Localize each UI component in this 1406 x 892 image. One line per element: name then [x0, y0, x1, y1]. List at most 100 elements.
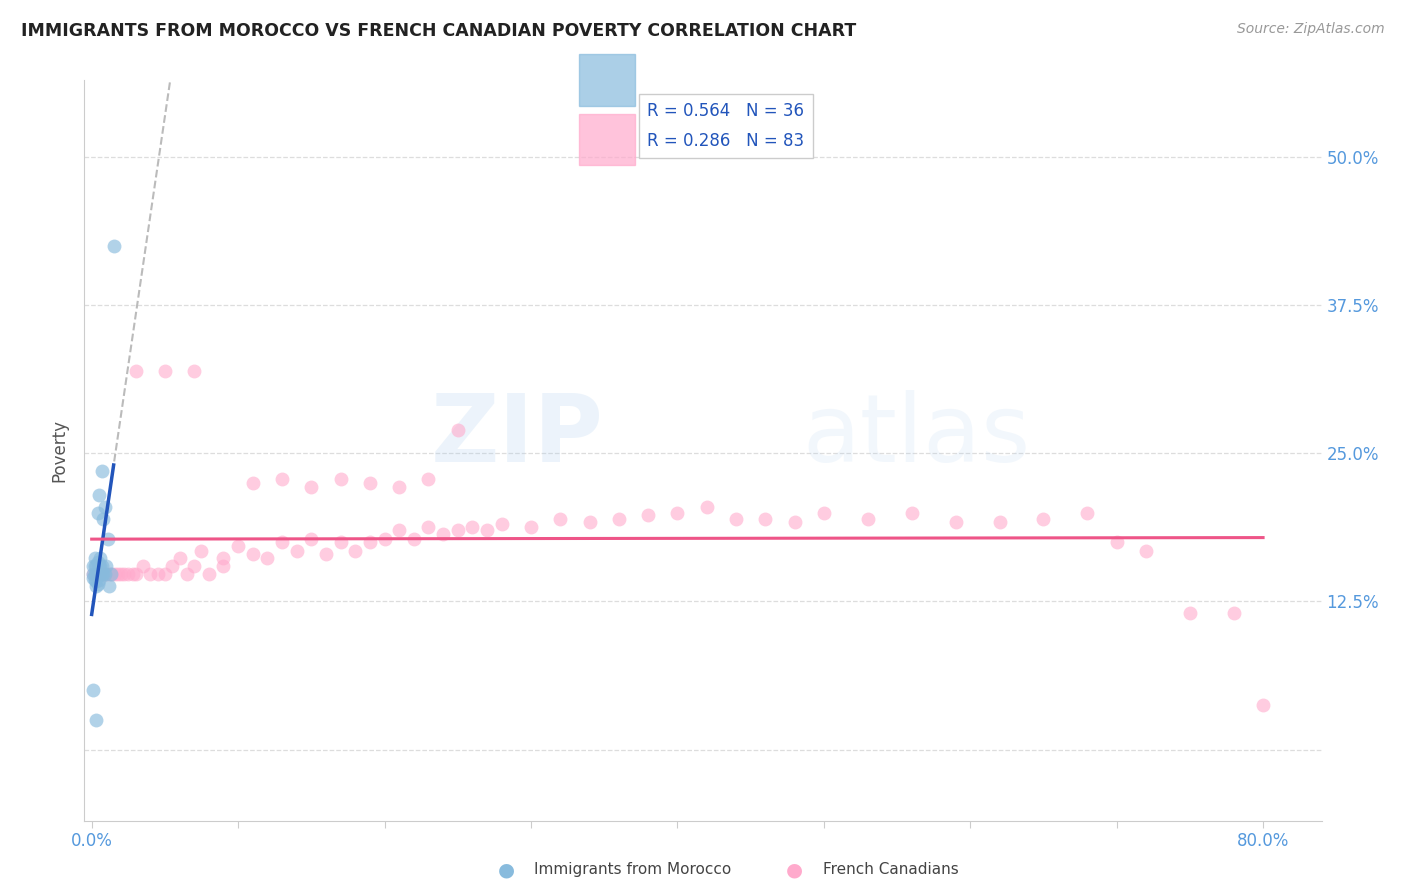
- Point: [724, 511, 747, 525]
- Bar: [579, 113, 636, 165]
- Point: [212, 558, 235, 573]
- Text: ●: ●: [786, 860, 803, 880]
- Point: [637, 508, 659, 522]
- Point: [124, 567, 146, 582]
- Point: [418, 520, 440, 534]
- Point: [89, 558, 111, 573]
- Point: [475, 524, 498, 538]
- Text: Source: ZipAtlas.com: Source: ZipAtlas.com: [1237, 22, 1385, 37]
- Point: [89, 550, 111, 565]
- Point: [190, 543, 212, 558]
- Point: [94, 567, 117, 582]
- Point: [84, 567, 107, 582]
- Point: [226, 539, 249, 553]
- Point: [82, 567, 104, 582]
- Text: Immigrants from Morocco: Immigrants from Morocco: [534, 863, 731, 877]
- Point: [103, 239, 125, 253]
- Point: [96, 567, 118, 582]
- Point: [97, 532, 120, 546]
- Point: [418, 473, 440, 487]
- Point: [329, 535, 352, 549]
- Point: [90, 464, 112, 478]
- Point: [1223, 607, 1246, 621]
- Point: [212, 550, 235, 565]
- Point: [93, 567, 115, 582]
- Point: [160, 558, 183, 573]
- Point: [520, 520, 543, 534]
- Text: atlas: atlas: [801, 390, 1031, 482]
- Point: [84, 567, 107, 582]
- Point: [754, 511, 776, 525]
- Point: [1032, 511, 1054, 525]
- Point: [98, 567, 121, 582]
- Point: [89, 567, 111, 582]
- Point: [432, 527, 454, 541]
- Bar: [579, 54, 636, 106]
- Point: [373, 532, 395, 546]
- Y-axis label: Poverty: Poverty: [51, 419, 69, 482]
- Point: [607, 511, 630, 525]
- Point: [82, 558, 104, 573]
- Point: [90, 567, 112, 582]
- Point: [84, 579, 107, 593]
- Point: [87, 558, 110, 573]
- Point: [176, 567, 198, 582]
- Point: [139, 567, 162, 582]
- Point: [86, 567, 108, 582]
- Point: [578, 515, 600, 529]
- Point: [86, 506, 108, 520]
- Point: [359, 535, 381, 549]
- Text: French Canadians: French Canadians: [823, 863, 959, 877]
- Text: ●: ●: [498, 860, 515, 880]
- Point: [117, 567, 139, 582]
- Point: [285, 543, 308, 558]
- Point: [242, 547, 264, 561]
- Point: [461, 520, 484, 534]
- Point: [89, 567, 111, 582]
- Point: [82, 571, 104, 585]
- Point: [83, 550, 105, 565]
- Point: [813, 506, 835, 520]
- Text: ZIP: ZIP: [432, 390, 605, 482]
- Point: [198, 567, 221, 582]
- Point: [107, 567, 129, 582]
- Point: [82, 567, 104, 582]
- Point: [83, 573, 105, 587]
- Point: [87, 488, 110, 502]
- Point: [402, 532, 425, 546]
- Point: [82, 683, 104, 698]
- Point: [447, 524, 470, 538]
- Point: [83, 567, 105, 582]
- Point: [388, 480, 411, 494]
- Point: [94, 500, 117, 514]
- Point: [83, 567, 105, 582]
- Text: R = 0.564   N = 36
R = 0.286   N = 83: R = 0.564 N = 36 R = 0.286 N = 83: [647, 103, 804, 150]
- Point: [132, 558, 155, 573]
- Point: [271, 473, 294, 487]
- Point: [153, 567, 176, 582]
- Point: [100, 567, 122, 582]
- Point: [1105, 535, 1128, 549]
- Point: [112, 567, 135, 582]
- Point: [84, 558, 107, 573]
- Point: [101, 567, 124, 582]
- Point: [121, 567, 143, 582]
- Text: IMMIGRANTS FROM MOROCCO VS FRENCH CANADIAN POVERTY CORRELATION CHART: IMMIGRANTS FROM MOROCCO VS FRENCH CANADI…: [21, 22, 856, 40]
- Point: [93, 567, 115, 582]
- Point: [124, 363, 146, 377]
- Point: [900, 506, 922, 520]
- Point: [388, 524, 411, 538]
- Point: [98, 579, 121, 593]
- Point: [90, 567, 112, 582]
- Point: [666, 506, 689, 520]
- Point: [84, 713, 107, 727]
- Point: [988, 515, 1011, 529]
- Point: [153, 363, 176, 377]
- Point: [169, 550, 191, 565]
- Point: [696, 500, 718, 514]
- Point: [548, 511, 571, 525]
- Point: [447, 423, 470, 437]
- Point: [84, 574, 107, 589]
- Point: [299, 532, 322, 546]
- Point: [86, 567, 108, 582]
